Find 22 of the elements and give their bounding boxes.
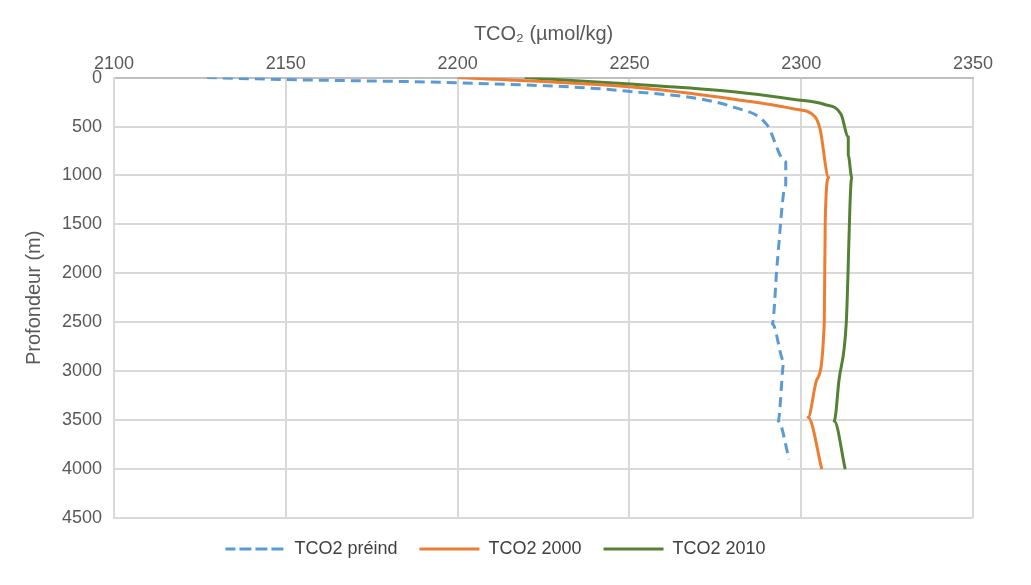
legend-label: TCO2 préind — [294, 537, 398, 558]
x-tick-label: 2350 — [952, 52, 994, 73]
y-tick-label: 500 — [72, 115, 103, 136]
line-series — [205, 77, 791, 461]
x-axis-title: TCO₂ (µmol/kg) — [473, 21, 614, 44]
y-tick-label: 1500 — [62, 213, 103, 234]
y-tick-label: 2000 — [62, 262, 103, 283]
legend-label: TCO2 2000 — [488, 537, 582, 558]
x-tick-label: 2150 — [265, 52, 306, 73]
line-series — [523, 77, 854, 471]
y-axis-title: Profondeur (m) — [21, 230, 44, 366]
x-tick-label: 2200 — [437, 52, 478, 73]
y-tick-label: 3000 — [62, 360, 103, 381]
x-tick-label: 2300 — [781, 52, 822, 73]
y-tick-label: 3500 — [62, 409, 103, 430]
line-series — [456, 77, 831, 471]
y-tick-label: 1000 — [62, 164, 103, 185]
y-tick-label: 4000 — [62, 458, 103, 479]
legend-label: TCO2 2010 — [672, 537, 766, 558]
x-tick-label: 2250 — [609, 52, 650, 73]
y-tick-label: 4500 — [62, 506, 103, 527]
y-tick-label: 2500 — [62, 311, 103, 332]
